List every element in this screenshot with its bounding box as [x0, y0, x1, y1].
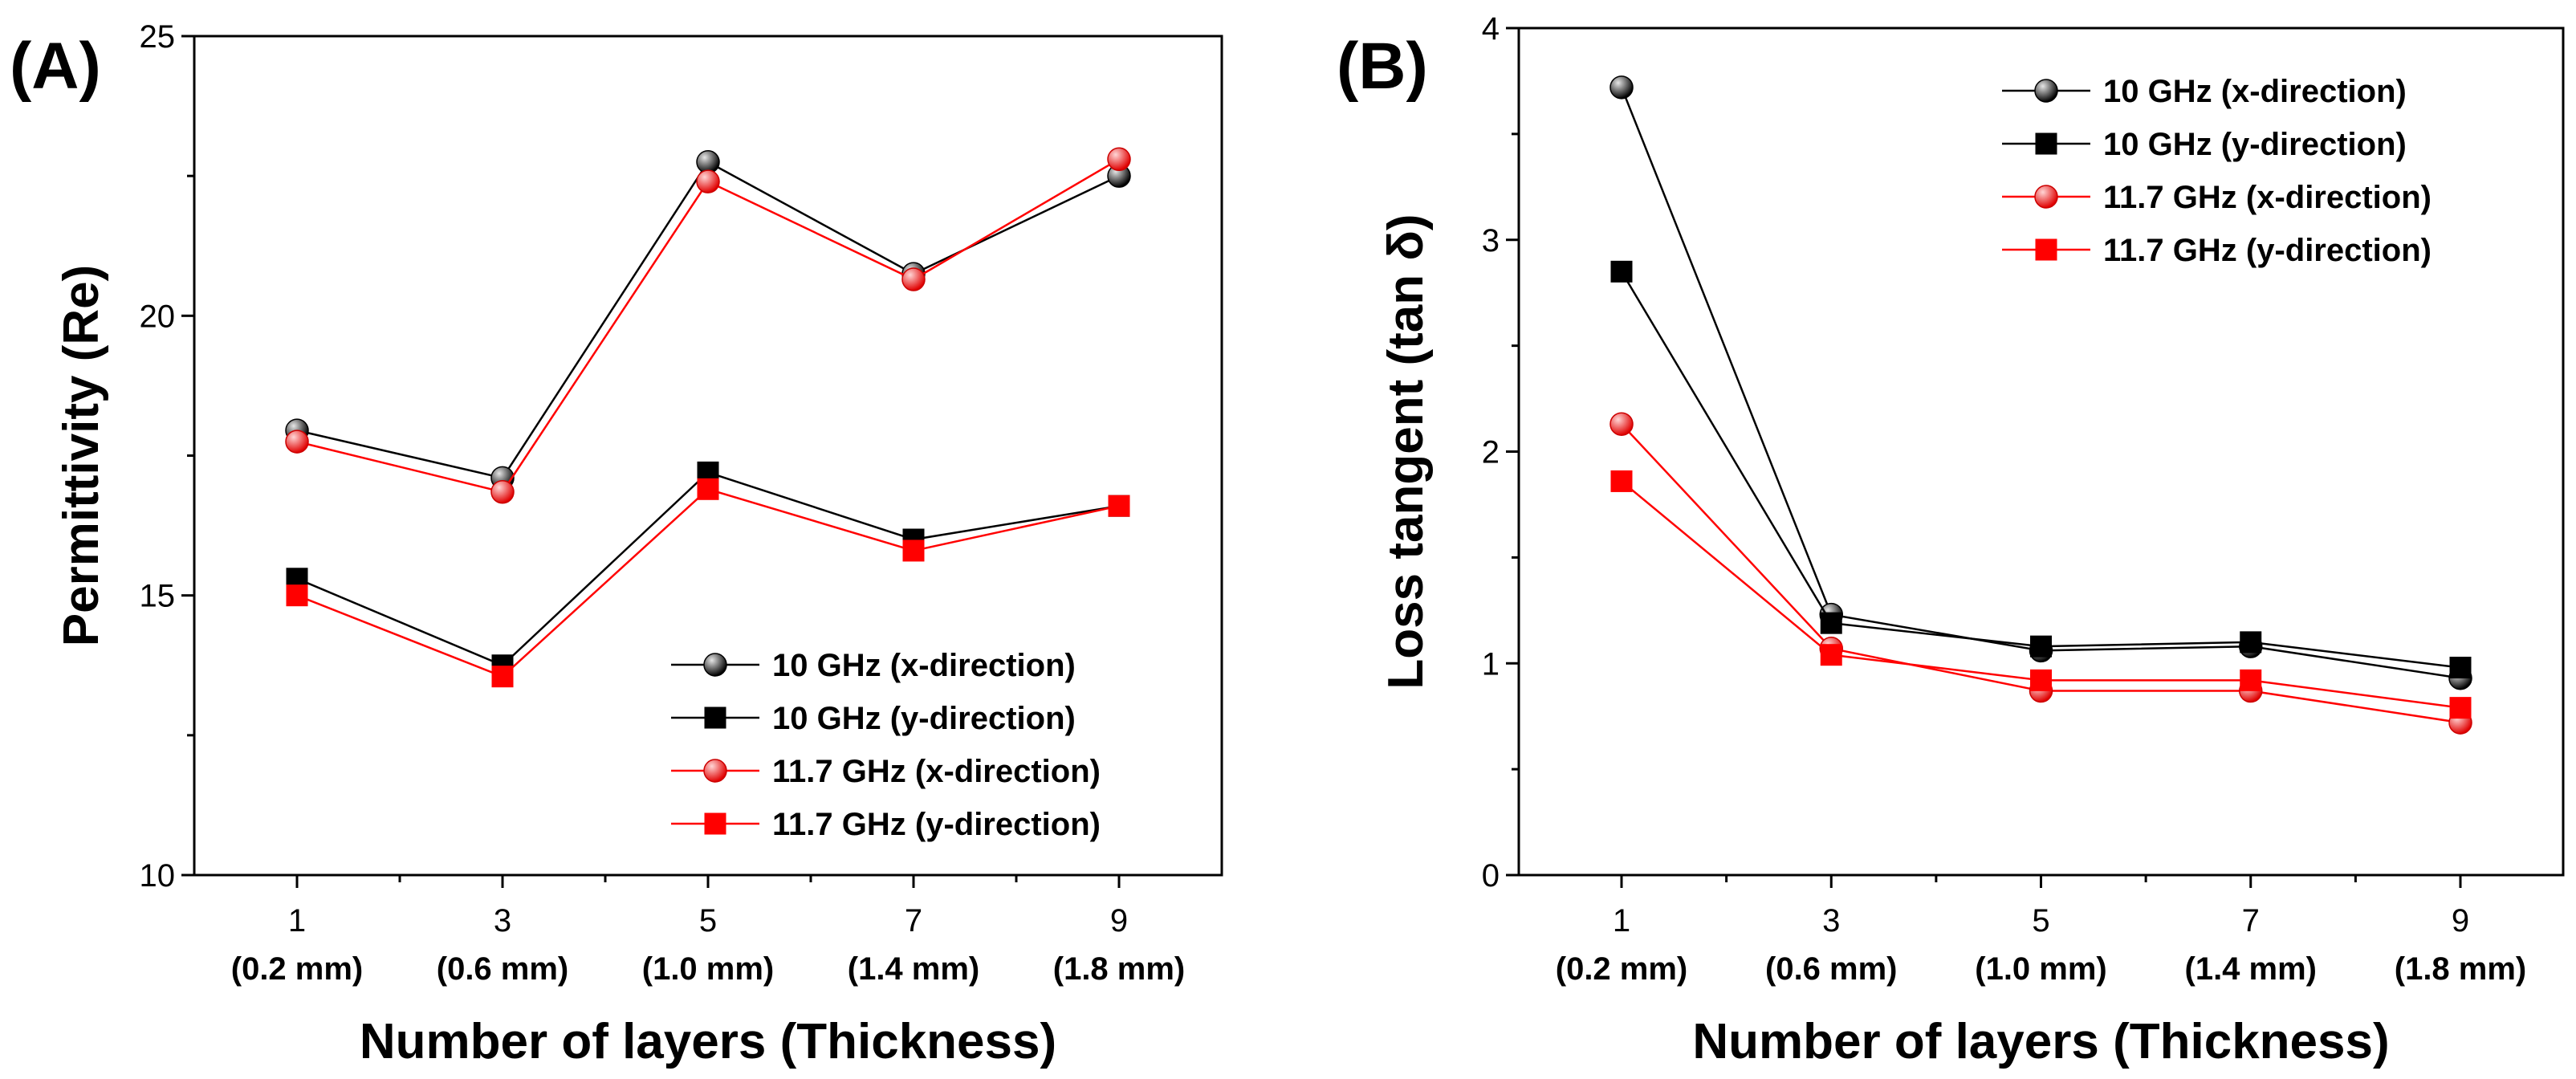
x-axis-title: Number of layers (Thickness)	[1692, 1014, 2389, 1069]
y-tick-label: 25	[140, 19, 176, 55]
x-category-sublabel: (1.0 mm)	[1975, 951, 2107, 987]
x-category-sublabel: (1.4 mm)	[848, 951, 980, 987]
series-1	[1610, 260, 2472, 679]
data-point	[490, 480, 515, 504]
data-point	[902, 540, 925, 562]
data-point	[2240, 669, 2262, 691]
legend-label: 10 GHz (y-direction)	[772, 701, 1076, 736]
x-category-sublabel: (1.8 mm)	[1053, 951, 1186, 987]
panel-label: (A)	[10, 30, 101, 103]
series-line	[1620, 271, 2461, 669]
data-point	[1610, 260, 1633, 283]
x-category-label: 1	[288, 903, 306, 939]
series-line	[296, 158, 1120, 494]
series-3	[1610, 470, 2472, 719]
data-point	[1609, 412, 1634, 436]
x-category-label: 5	[699, 903, 717, 939]
x-category-sublabel: (0.2 mm)	[231, 951, 364, 987]
legend-marker	[704, 706, 726, 729]
y-tick-label: 0	[1482, 858, 1500, 894]
data-point	[1609, 75, 1634, 100]
series-line	[296, 470, 1120, 667]
data-point	[1610, 470, 1633, 492]
data-point	[697, 478, 719, 500]
x-category-sublabel: (0.2 mm)	[1556, 951, 1688, 987]
x-category-sublabel: (0.6 mm)	[1765, 951, 1898, 987]
x-axis-title: Number of layers (Thickness)	[360, 1014, 1056, 1069]
x-category-label: 7	[905, 903, 922, 939]
x-category-sublabel: (0.6 mm)	[437, 951, 569, 987]
legend-label: 10 GHz (x-direction)	[772, 648, 1076, 683]
x-category-label: 7	[2242, 903, 2260, 939]
y-tick-label: 3	[1482, 223, 1500, 259]
x-category-label: 9	[1110, 903, 1128, 939]
chart-panel-a: (A) 10 15 20 25 1 (0.2 mm) 3 (0.6 mm) 5 (1.0 mm) 7 (…	[10, 19, 1223, 1069]
x-category-label: 3	[494, 903, 511, 939]
legend-marker	[2034, 79, 2058, 103]
x-category-sublabel: (1.0 mm)	[642, 951, 775, 987]
data-point	[2240, 631, 2262, 654]
legend-marker	[704, 812, 726, 835]
series-0	[285, 150, 1131, 491]
data-point	[491, 666, 514, 688]
x-category-label: 9	[2452, 903, 2469, 939]
legend-marker	[2035, 132, 2057, 155]
data-point	[901, 267, 926, 291]
legend: 10 GHz (x-direction) 10 GHz (y-direction)…	[671, 648, 1101, 842]
data-point	[2030, 669, 2052, 691]
data-point	[1107, 147, 1131, 172]
legend-label: 11.7 GHz (x-direction)	[2103, 180, 2432, 215]
y-tick-label: 10	[140, 858, 176, 894]
series-2	[285, 147, 1131, 504]
x-category-sublabel: (1.8 mm)	[2395, 951, 2527, 987]
chart-panel-b: (B) 0 1 2 3 4 1 (0.2 mm) 3 (0.6 mm) 5 (1.0 mm) 7 (1.4…	[1337, 11, 2565, 1069]
legend-label: 11.7 GHz (y-direction)	[772, 807, 1101, 842]
legend-label: 11.7 GHz (x-direction)	[772, 754, 1101, 789]
data-point	[2030, 635, 2052, 658]
data-point	[2449, 697, 2472, 719]
data-point	[286, 584, 308, 607]
series-3	[286, 478, 1130, 688]
y-axis-title: Permittivity (Re)	[54, 265, 109, 646]
x-category-sublabel: (1.4 mm)	[2185, 951, 2318, 987]
y-tick-label: 2	[1482, 435, 1500, 470]
legend-label: 11.7 GHz (y-direction)	[2103, 233, 2432, 268]
x-category-label: 1	[1613, 903, 1630, 939]
panel-label: (B)	[1337, 30, 1428, 103]
series-line	[296, 161, 1120, 479]
data-point	[285, 430, 309, 454]
x-category-label: 3	[1822, 903, 1840, 939]
legend-marker	[2035, 238, 2057, 261]
legend-label: 10 GHz (y-direction)	[2103, 127, 2407, 162]
x-category-label: 5	[2032, 903, 2049, 939]
y-tick-label: 15	[140, 579, 176, 614]
data-point	[1108, 495, 1130, 517]
legend-marker	[703, 759, 727, 783]
data-point	[1820, 644, 1842, 666]
plot-frame	[1517, 26, 2565, 877]
legend: 10 GHz (x-direction) 10 GHz (y-direction)…	[2002, 74, 2432, 268]
y-tick-label: 4	[1482, 11, 1500, 47]
series-0	[1609, 75, 2472, 690]
data-point	[696, 169, 720, 193]
data-point	[2449, 657, 2472, 679]
legend-label: 10 GHz (x-direction)	[2103, 74, 2407, 109]
legend-marker	[2034, 185, 2058, 209]
legend-marker	[703, 653, 727, 677]
series-line	[1620, 87, 2461, 679]
data-point	[1820, 612, 1842, 634]
y-tick-label: 1	[1482, 646, 1500, 682]
y-tick-label: 20	[140, 299, 176, 334]
y-axis-title: Loss tangent (tan δ)	[1378, 214, 1434, 689]
